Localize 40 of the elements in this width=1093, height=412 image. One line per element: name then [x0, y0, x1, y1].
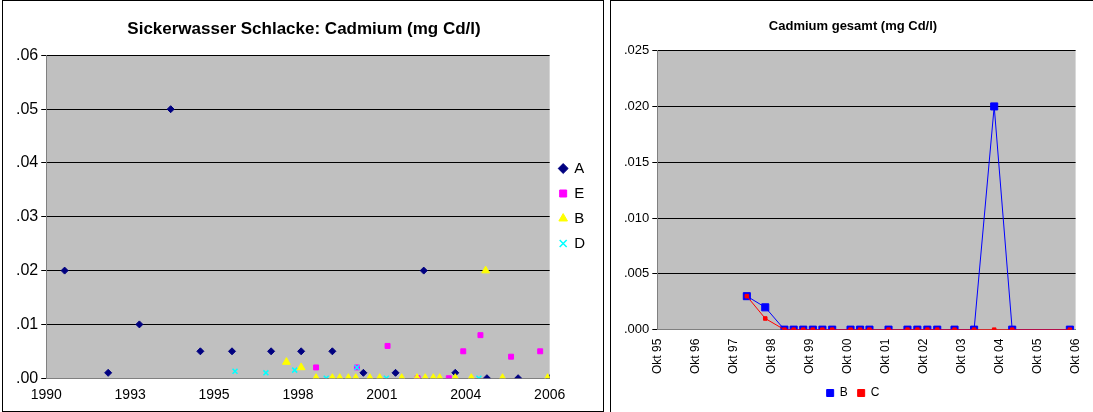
y-tick-label: .06: [15, 45, 39, 63]
legend-label: B: [839, 385, 848, 400]
y-tick-label: .02: [15, 261, 39, 279]
x-tick-label: Okt 02: [915, 338, 930, 375]
y-tick-label: .020: [623, 97, 650, 113]
y-tick-label: .05: [15, 99, 39, 117]
x-tick-label: 1995: [198, 386, 230, 403]
y-tick-label: .04: [15, 153, 39, 171]
x-tick-label: Okt 06: [1067, 338, 1082, 375]
y-tick-label: .03: [15, 207, 39, 225]
x-tick-label: Okt 98: [763, 338, 778, 375]
y-tick-label: .005: [623, 265, 650, 281]
x-tick-label: Okt 03: [953, 338, 968, 375]
chart-title: Sickerwasser Schlacke: Cadmium (mg Cd/l): [127, 18, 481, 38]
x-tick-label: 2004: [450, 386, 482, 403]
y-tick-label: .025: [623, 42, 650, 58]
x-tick-label: Okt 01: [877, 338, 892, 375]
y-tick-label: .01: [15, 314, 39, 332]
x-tick-label: Okt 95: [649, 338, 664, 375]
legend-label: D: [574, 233, 586, 251]
x-tick-label: 1998: [282, 386, 314, 403]
legend-label: B: [574, 208, 585, 226]
legend-label: E: [574, 183, 585, 201]
x-tick-label: Okt 96: [687, 338, 702, 375]
y-tick-label: .000: [623, 321, 650, 337]
y-tick-label: .010: [623, 209, 650, 225]
x-tick-label: Okt 99: [801, 338, 816, 375]
legend-label: A: [574, 158, 585, 176]
y-tick-label: .015: [623, 153, 650, 169]
x-tick-label: Okt 04: [991, 338, 1006, 375]
x-tick-label: Okt 05: [1029, 338, 1044, 375]
x-tick-label: Okt 00: [839, 338, 854, 375]
x-tick-label: 2001: [366, 386, 398, 403]
x-tick-label: Okt 97: [725, 338, 740, 375]
x-tick-label: 1990: [30, 386, 63, 403]
chart-title: Cadmium gesamt (mg Cd/l): [768, 18, 938, 34]
x-tick-label: 2006: [534, 386, 566, 403]
y-tick-label: .00: [15, 368, 39, 386]
x-tick-label: 1993: [114, 386, 146, 403]
legend-label: C: [870, 385, 880, 400]
